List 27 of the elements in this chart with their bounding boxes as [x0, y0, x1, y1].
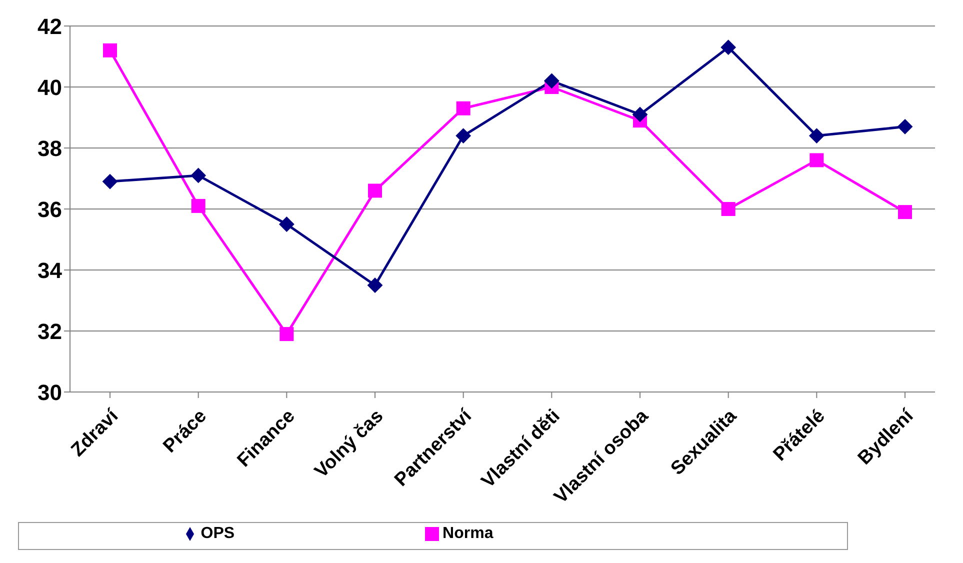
legend-label: Norma [442, 525, 494, 542]
point [190, 168, 206, 183]
point [279, 216, 294, 232]
point [809, 128, 824, 144]
point [720, 40, 736, 55]
legend-label: OPS [200, 525, 235, 542]
point [632, 106, 648, 122]
point [368, 278, 382, 293]
point [280, 327, 294, 342]
point [456, 101, 470, 116]
point [191, 198, 206, 213]
y-tick-label: 38 [38, 136, 62, 161]
y-tick-label: 32 [38, 318, 62, 344]
y-tick-label: 42 [38, 14, 62, 39]
point [102, 174, 118, 190]
point [898, 119, 912, 134]
point [368, 184, 382, 198]
point [456, 128, 471, 144]
y-tick-label: 34 [38, 258, 63, 283]
point [721, 202, 736, 216]
point [103, 43, 117, 58]
point [898, 205, 912, 220]
point [544, 73, 560, 88]
y-tick-label: 40 [38, 74, 62, 100]
y-tick-label: 30 [38, 380, 62, 405]
point [810, 153, 824, 168]
y-tick-label: 36 [38, 196, 62, 222]
